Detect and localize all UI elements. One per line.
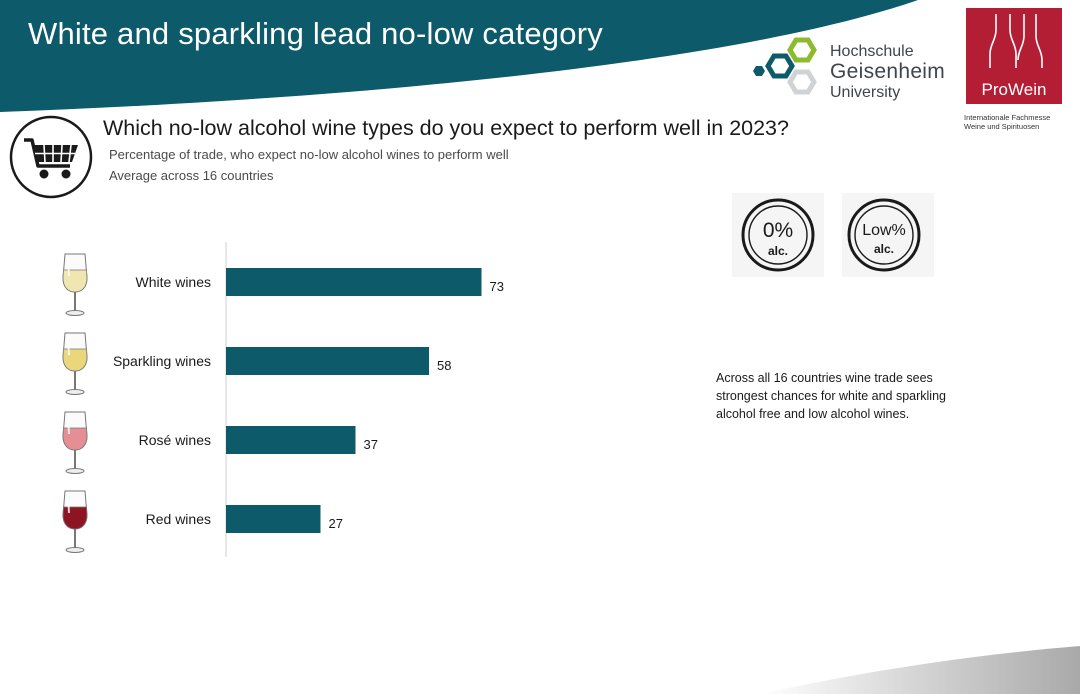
value-label-rose-wines: 37 [364,437,378,452]
low-badge-bottom: alc. [874,242,894,256]
white-wine-glass-icon [62,253,88,316]
hochschule-line-2: Geisenheim [830,60,946,83]
value-label-white-wines: 73 [490,279,504,294]
low-alcohol-badge: Low% alc. [842,193,934,277]
prowein-tagline-1: Internationale Fachmesse [964,113,1051,122]
bar-rose-wines [226,426,356,454]
bar-chart: White wines 73 Sparkling wines 58 Rosé wines… [62,242,504,557]
chart-subtitle: Percentage of trade, who expect no-low a… [109,147,509,162]
zero-badge-top: 0% [763,219,793,242]
bottle-outline-icon [989,14,1043,68]
category-label-rose-wines: Rosé wines [139,432,211,448]
chart-question: Which no-low alcohol wine types do you e… [103,116,789,140]
chart-subtitle-average: Average across 16 countries [109,168,274,183]
hochschule-line-3: University [830,84,901,101]
category-label-white-wines: White wines [136,274,211,290]
header-banner [0,0,918,112]
bar-red-wines [226,505,321,533]
value-label-red-wines: 27 [329,516,343,531]
hochschule-geisenheim-logo [753,37,817,95]
prowein-logo: ProWein [966,8,1062,104]
category-label-red-wines: Red wines [146,511,211,527]
prowein-tagline: Internationale Fachmesse Weine und Spiri… [964,113,1074,131]
zero-badge-bottom: alc. [768,244,788,258]
bar-sparkling-wines [226,347,429,375]
prowein-tagline-2: Weine und Spirituosen [964,122,1040,131]
shopping-cart-icon [9,115,93,199]
insight-text: Across all 16 countries wine trade sees … [716,371,946,421]
low-badge-top: Low% [862,222,906,239]
prowein-name: ProWein [981,80,1047,99]
footer-swoosh [760,646,1080,694]
bar-white-wines [226,268,482,296]
zero-alcohol-badge: 0% alc. [732,193,824,277]
category-label-sparkling-wines: Sparkling wines [113,353,211,369]
sparkling-wine-glass-icon [62,332,88,395]
value-label-sparkling-wines: 58 [437,358,451,373]
hochschule-wordmark: Hochschule Geisenheim University [830,42,945,102]
slide-title: White and sparkling lead no-low category [28,16,603,51]
hochschule-line-1: Hochschule [830,43,914,60]
rose-wine-glass-icon [62,411,88,474]
red-wine-glass-icon [62,490,88,553]
